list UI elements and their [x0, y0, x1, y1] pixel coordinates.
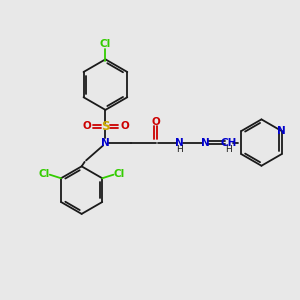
Text: O: O	[82, 121, 91, 131]
Text: CH: CH	[220, 138, 237, 148]
Text: N: N	[101, 138, 110, 148]
Text: S: S	[101, 120, 110, 133]
Text: H: H	[225, 146, 232, 154]
Text: Cl: Cl	[100, 39, 111, 49]
Text: N: N	[175, 138, 184, 148]
Text: Cl: Cl	[38, 169, 50, 179]
Text: O: O	[120, 121, 129, 131]
Text: N: N	[277, 126, 286, 136]
Text: H: H	[176, 146, 183, 154]
Text: O: O	[152, 117, 160, 127]
Text: N: N	[201, 138, 209, 148]
Text: Cl: Cl	[114, 169, 125, 179]
